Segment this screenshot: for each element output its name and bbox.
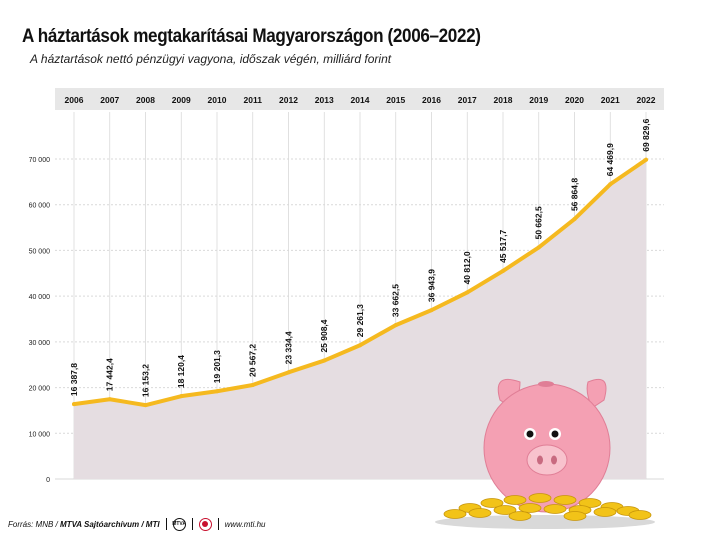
x-tick-label: 2010 — [208, 95, 227, 105]
data-point — [250, 382, 255, 387]
coin — [468, 508, 492, 518]
data-label: 17 442,4 — [105, 358, 115, 391]
shadow — [435, 515, 655, 529]
pig-nostril-right — [551, 455, 557, 465]
x-tick-label: 2008 — [136, 95, 155, 105]
data-label: 16 387,8 — [69, 363, 79, 396]
data-label: 25 908,4 — [319, 319, 329, 352]
x-tick-label: 2007 — [100, 95, 119, 105]
source-footer: Forrás: MNB / MTVA Sajtóarchívum / MTI M… — [8, 516, 266, 532]
x-tick-label: 2018 — [494, 95, 513, 105]
data-point — [215, 389, 219, 394]
data-point — [501, 268, 505, 273]
y-tick-label: 50 000 — [29, 248, 51, 255]
data-point — [143, 403, 148, 408]
y-tick-label: 40 000 — [29, 294, 51, 301]
website-link[interactable]: www.mti.hu — [224, 519, 266, 529]
footer-divider — [165, 518, 167, 530]
data-point — [286, 370, 291, 375]
x-tick-label: 2013 — [315, 95, 334, 105]
x-tick-label: 2022 — [637, 95, 656, 105]
y-tick-label: 20 000 — [29, 386, 51, 393]
data-point — [358, 343, 362, 348]
data-point — [107, 397, 112, 402]
coin — [443, 509, 467, 519]
footer-divider — [191, 518, 193, 530]
y-tick-label: 60 000 — [29, 203, 51, 210]
data-label: 33 662,5 — [391, 284, 401, 317]
mtva-logo-icon: MTVA — [172, 517, 186, 531]
pig-nostril-left — [537, 455, 543, 465]
data-point — [429, 308, 434, 313]
coin — [593, 507, 617, 517]
data-label: 56 864,8 — [570, 178, 580, 211]
source-text: Forrás: MNB / MTVA Sajtóarchívum / MTI — [8, 520, 160, 529]
coin — [628, 510, 652, 520]
coin — [553, 495, 577, 505]
data-label: 19 201,3 — [212, 350, 222, 383]
x-tick-label: 2012 — [279, 95, 298, 105]
x-tick-label: 2011 — [244, 95, 263, 105]
data-label: 45 517,7 — [498, 230, 508, 263]
data-point — [322, 358, 327, 363]
y-tick-label: 70 000 — [29, 157, 51, 164]
data-label: 69 829,6 — [641, 118, 651, 151]
x-tick-label: 2016 — [422, 95, 441, 105]
y-tick-label: 0 — [46, 477, 50, 484]
x-tick-label: 2017 — [458, 95, 477, 105]
mti-logo-icon — [198, 517, 212, 531]
coin — [518, 503, 542, 513]
data-label: 16 153,2 — [141, 364, 151, 397]
data-point — [644, 157, 648, 162]
footer-divider — [217, 518, 219, 530]
coin-slot — [538, 381, 554, 387]
data-point — [536, 245, 541, 250]
data-point — [608, 182, 613, 187]
coin — [508, 511, 532, 521]
x-tick-label: 2021 — [601, 95, 620, 105]
data-label: 50 662,5 — [534, 206, 544, 239]
chart-title: A háztartások megtakarításai Magyarorszá… — [22, 26, 481, 47]
data-label: 40 812,0 — [462, 251, 472, 284]
data-label: 20 567,2 — [248, 344, 258, 377]
data-label: 64 469,9 — [605, 143, 615, 176]
data-point — [72, 402, 76, 407]
chart-subtitle: A háztartások nettó pénzügyi vagyona, id… — [30, 52, 392, 66]
data-label: 29 261,3 — [355, 304, 365, 337]
data-label: 36 943,9 — [427, 269, 437, 302]
pig-ear-right — [586, 378, 607, 409]
pig-pupil-right — [551, 430, 559, 438]
y-tick-label: 30 000 — [29, 340, 51, 347]
coin — [563, 511, 587, 521]
coin — [578, 498, 602, 508]
coin — [480, 498, 504, 508]
x-tick-label: 2014 — [351, 95, 370, 105]
data-label: 18 120,4 — [176, 355, 186, 388]
data-point — [465, 290, 470, 295]
y-tick-label: 10 000 — [29, 431, 51, 438]
source-prefix: Forrás: MNB / — [8, 519, 61, 529]
data-point — [179, 394, 184, 399]
x-tick-label: 2015 — [386, 95, 405, 105]
x-tick-label: 2009 — [172, 95, 191, 105]
year-band — [55, 88, 664, 110]
pig-pupil-left — [526, 430, 534, 438]
data-point — [572, 217, 577, 222]
source-agency: MTVA Sajtóarchívum / MTI — [60, 519, 160, 529]
pig-snout — [526, 444, 568, 476]
coin — [543, 504, 567, 514]
coin — [528, 493, 552, 503]
x-tick-label: 2020 — [565, 95, 584, 105]
x-tick-label: 2019 — [529, 95, 548, 105]
coin — [493, 505, 517, 515]
data-point — [393, 323, 398, 328]
coin — [503, 495, 527, 505]
piggy-bank-illustration — [435, 378, 655, 529]
x-tick-label: 2006 — [65, 95, 84, 105]
data-label: 23 334,4 — [284, 331, 294, 364]
